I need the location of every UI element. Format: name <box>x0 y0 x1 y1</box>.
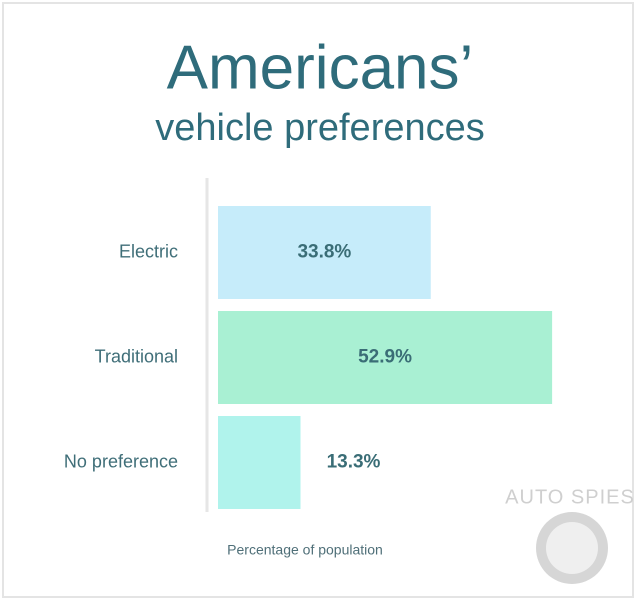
bar <box>216 204 433 301</box>
value-label: 33.8% <box>297 242 351 263</box>
y-tick-label: No preference <box>64 451 178 471</box>
chart-subtitle: vehicle preferences <box>155 107 485 149</box>
x-axis-label: Percentage of population <box>227 542 383 558</box>
y-tick-label: Electric <box>119 241 178 261</box>
bar <box>216 414 303 511</box>
value-label: 13.3% <box>327 452 381 473</box>
watermark: AUTO SPIES <box>505 486 635 508</box>
y-tick-label: Traditional <box>95 346 178 366</box>
value-label: 52.9% <box>358 347 412 368</box>
bar <box>216 309 555 406</box>
chart-title: Americans’ <box>167 33 474 102</box>
watermark-logo-inner <box>546 522 598 574</box>
